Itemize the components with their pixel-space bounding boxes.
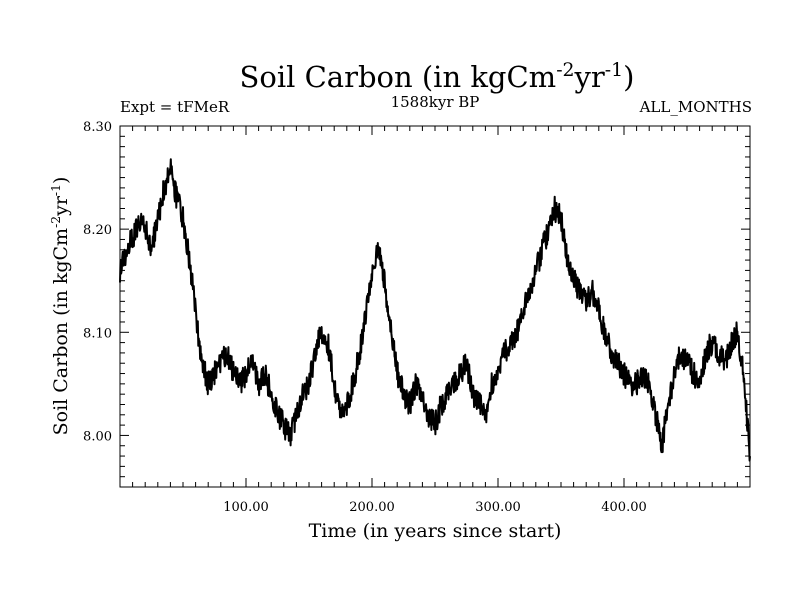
x-tick-label: 100.00 (223, 500, 269, 515)
y-tick-label: 8.20 (83, 223, 112, 238)
months-label: ALL_MONTHS (639, 98, 752, 116)
x-axis: 100.00 200.00 300.00 400.00 (132, 126, 738, 515)
y-axis-label: Soil Carbon (in kgCm-2yr-1) (49, 177, 72, 436)
x-axis-label: Time (in years since start) (309, 520, 562, 542)
experiment-label: Expt = tFMeR (120, 98, 230, 116)
soil-carbon-series-line (119, 158, 751, 462)
y-tick-label: 8.30 (83, 120, 112, 135)
y-tick-label: 8.10 (83, 326, 112, 341)
period-label: 1588kyr BP (391, 93, 480, 111)
x-tick-label: 400.00 (601, 500, 647, 515)
chart-title: Soil Carbon (in kgCm-2yr-1) (240, 60, 635, 94)
x-tick-label: 300.00 (475, 500, 521, 515)
x-tick-label: 200.00 (349, 500, 395, 515)
y-tick-label: 8.00 (83, 429, 112, 444)
series-group (119, 158, 751, 462)
y-axis: 8.00 8.10 8.20 8.30 (83, 120, 750, 478)
